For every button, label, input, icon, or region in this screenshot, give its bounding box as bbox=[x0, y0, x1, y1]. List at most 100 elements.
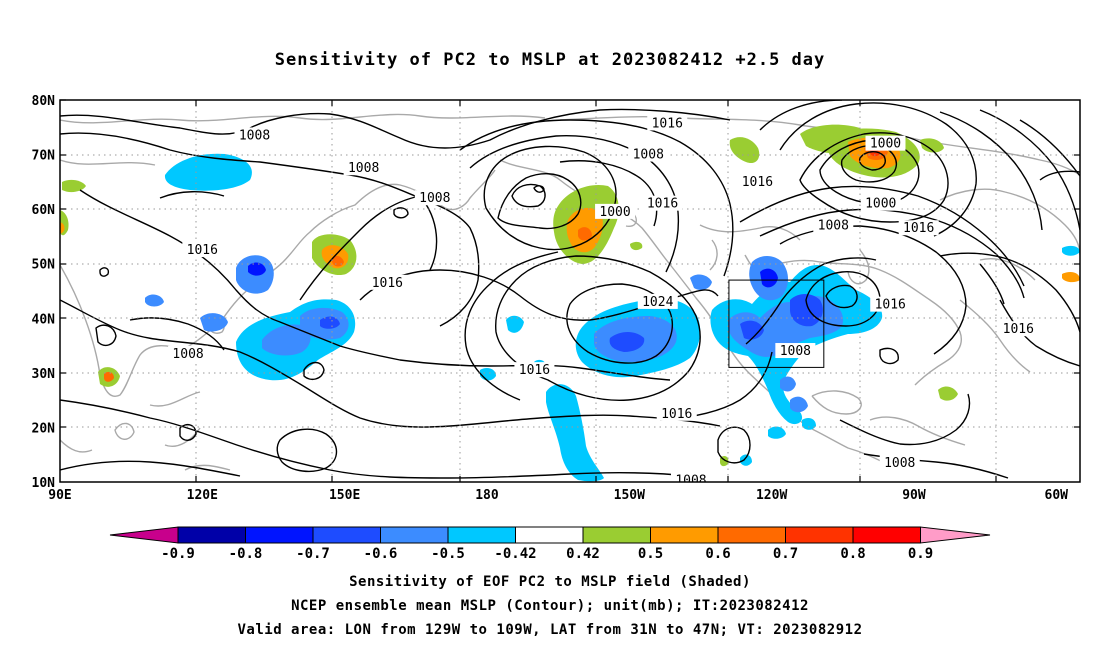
contour-label: 1024 bbox=[642, 295, 673, 310]
contour-label: 1016 bbox=[372, 276, 403, 291]
lat-tick-label: 50N bbox=[32, 258, 56, 273]
lat-tick-label: 10N bbox=[32, 476, 56, 491]
colorbar-swatch bbox=[852, 526, 921, 544]
contour-label-bg bbox=[628, 146, 669, 162]
contour-labels: 1016 1008 1008 1000 1008 1016 1008 1000 1016 1000… bbox=[168, 115, 1039, 488]
colorbar-label: -0.7 bbox=[296, 546, 330, 562]
footer-line-1: Sensitivity of EOF PC2 to MSLP field (Sh… bbox=[349, 574, 751, 590]
lat-tick-label: 20N bbox=[32, 421, 56, 436]
valid-area-box bbox=[728, 279, 825, 368]
colorbar-label: 0.6 bbox=[705, 546, 730, 562]
contour-label-bg bbox=[647, 115, 688, 131]
contour-label-bg bbox=[865, 135, 906, 151]
colorbar-label: -0.42 bbox=[494, 546, 536, 562]
contour-label-bg bbox=[870, 296, 911, 312]
contour-label: 1008 bbox=[633, 148, 664, 163]
contour-label: 1016 bbox=[652, 116, 683, 131]
latitude-labels: 80N 70N 60N 50N 40N 30N 20N 10N bbox=[32, 94, 56, 491]
contour-label: 1016 bbox=[903, 221, 934, 236]
lon-tick-label: 120W bbox=[756, 488, 787, 503]
contour-label-bg bbox=[737, 173, 778, 189]
lon-tick-label: 180 bbox=[475, 488, 499, 503]
map-title: Sensitivity of PC2 to MSLP at 2023082412… bbox=[274, 50, 826, 70]
footer-line-3: Valid area: LON from 129W to 109W, LAT f… bbox=[237, 622, 863, 638]
contour-label: 1000 bbox=[870, 137, 901, 152]
contour-label-bg bbox=[414, 190, 455, 206]
colorbar-swatch bbox=[380, 526, 449, 544]
colorbar-label: -0.5 bbox=[431, 546, 465, 562]
contour-label-bg bbox=[637, 293, 678, 309]
contour-label: 1008 bbox=[675, 473, 706, 488]
contour-label-bg bbox=[670, 472, 711, 482]
colorbar-label: -0.8 bbox=[229, 546, 263, 562]
contour-label: 1000 bbox=[599, 205, 630, 220]
contour-label-bg bbox=[514, 362, 555, 378]
contour-label: 1016 bbox=[742, 175, 773, 190]
contour-label: 1008 bbox=[419, 191, 450, 206]
contour-label: 1000 bbox=[865, 197, 896, 212]
sensitivity-shading bbox=[60, 124, 1080, 482]
contour-label: 1016 bbox=[1003, 322, 1034, 337]
lat-tick-label: 60N bbox=[32, 203, 56, 218]
contour-label-bg bbox=[234, 127, 275, 143]
lat-tick-label: 40N bbox=[32, 312, 56, 327]
colorbar-labels: -0.9 -0.8 -0.7 -0.6 -0.5 -0.42 0.42 0.5 0.6 0.7 0.… bbox=[161, 546, 933, 562]
footer-line-2: NCEP ensemble mean MSLP (Contour); unit(… bbox=[291, 598, 809, 614]
colorbar-low-extend bbox=[109, 526, 179, 544]
contour-label-bg bbox=[367, 274, 408, 290]
colorbar-label: -0.9 bbox=[161, 546, 195, 562]
colorbar-label: 0.5 bbox=[638, 546, 663, 562]
contour-label: 1008 bbox=[780, 344, 811, 359]
colorbar-swatch bbox=[582, 526, 651, 544]
colorbar-label: 0.42 bbox=[566, 546, 600, 562]
contour-label-bg bbox=[775, 343, 816, 359]
contour-label: 1016 bbox=[875, 298, 906, 313]
axis-ticks bbox=[60, 99, 1080, 482]
contour-label: 1008 bbox=[172, 347, 203, 362]
contour-label-bg bbox=[182, 242, 223, 258]
contour-label-bg bbox=[343, 160, 384, 176]
colorbar-high-extend bbox=[920, 526, 991, 544]
contour-label-bg bbox=[656, 405, 697, 421]
colorbar-label: -0.6 bbox=[364, 546, 398, 562]
contour-label: 1016 bbox=[519, 363, 550, 378]
lat-tick-label: 70N bbox=[32, 149, 56, 164]
colorbar-swatch bbox=[785, 526, 854, 544]
contour-label-bg bbox=[168, 345, 209, 361]
contour-label: 1016 bbox=[661, 407, 692, 422]
lon-tick-label: 150W bbox=[614, 488, 645, 503]
contour-label-bg bbox=[860, 195, 901, 211]
lon-tick-label: 90W bbox=[902, 488, 926, 503]
colorbar-swatch bbox=[717, 526, 786, 544]
contour-label-bg bbox=[879, 454, 920, 470]
contour-label-bg bbox=[642, 195, 683, 211]
contour-label-bg bbox=[595, 203, 636, 219]
lon-tick-label: 150E bbox=[329, 488, 360, 503]
map-frame bbox=[59, 99, 1081, 483]
lon-tick-label: 60W bbox=[1045, 488, 1069, 503]
colorbar bbox=[109, 526, 991, 544]
colorbar-label: 0.8 bbox=[840, 546, 865, 562]
contour-label-bg bbox=[998, 321, 1039, 337]
contour-label: 1008 bbox=[818, 219, 849, 234]
colorbar-swatch bbox=[515, 526, 584, 544]
contour-label-bg bbox=[813, 217, 854, 233]
longitude-labels: 90E 120E 150E 180 150W 120W 90W 60W bbox=[48, 488, 1068, 503]
colorbar-swatch bbox=[177, 526, 246, 544]
contour-label: 1008 bbox=[239, 128, 270, 143]
colorbar-swatch bbox=[245, 526, 314, 544]
contour-label: 1008 bbox=[884, 456, 915, 471]
lat-tick-label: 80N bbox=[32, 94, 56, 109]
lat-tick-label: 30N bbox=[32, 367, 56, 382]
contour-label: 1016 bbox=[187, 243, 218, 258]
contour-label: 1008 bbox=[348, 161, 379, 176]
colorbar-swatch bbox=[447, 526, 516, 544]
colorbar-label: 0.9 bbox=[908, 546, 933, 562]
colorbar-swatch bbox=[650, 526, 719, 544]
lon-tick-label: 90E bbox=[48, 488, 71, 503]
contour-label: 1016 bbox=[647, 197, 678, 212]
lon-tick-label: 120E bbox=[187, 488, 218, 503]
colorbar-swatch bbox=[312, 526, 381, 544]
colorbar-label: 0.7 bbox=[773, 546, 798, 562]
